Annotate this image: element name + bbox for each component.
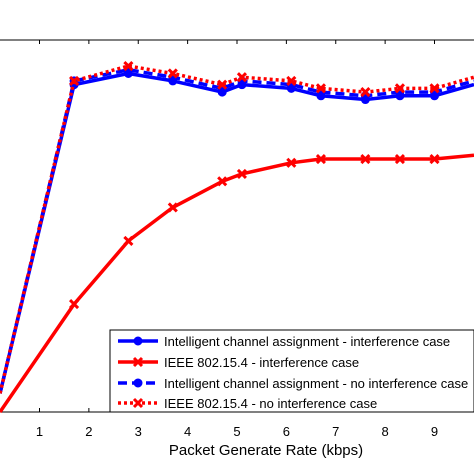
series-4 <box>0 60 474 394</box>
x-tick-label: 6 <box>283 424 290 439</box>
data-point <box>429 83 440 94</box>
legend-label: Intelligent channel assignment - no inte… <box>164 376 468 391</box>
data-point <box>429 153 440 165</box>
legend-label: Intelligent channel assignment - interfe… <box>164 334 450 349</box>
x-tick-label: 7 <box>332 424 339 439</box>
legend-entry: IEEE 802.15.4 - no interference case <box>118 396 377 411</box>
data-point <box>236 72 247 83</box>
x-tick-label: 3 <box>135 424 142 439</box>
series-line <box>0 68 474 394</box>
legend-entry: IEEE 802.15.4 - interference case <box>118 355 359 370</box>
data-point <box>132 356 144 368</box>
data-point <box>360 153 371 165</box>
legend-label: IEEE 802.15.4 - no interference case <box>164 396 377 411</box>
series-2 <box>0 153 474 413</box>
x-tick-label: 1 <box>36 424 43 439</box>
data-point <box>69 75 80 86</box>
data-point <box>217 176 228 187</box>
data-point <box>167 68 178 79</box>
series-line <box>0 153 474 413</box>
legend-box <box>109 329 474 413</box>
data-point <box>123 60 134 72</box>
data-point <box>69 299 80 310</box>
data-point <box>286 75 297 86</box>
series-group <box>0 60 474 413</box>
data-point <box>123 235 134 246</box>
data-point <box>394 83 405 94</box>
data-point <box>394 153 405 165</box>
data-point <box>133 336 143 346</box>
x-tick-label: 8 <box>382 424 389 439</box>
data-point <box>167 202 178 213</box>
legend-entry: Intelligent channel assignment - interfe… <box>118 334 450 349</box>
x-tick-label: 2 <box>85 424 92 439</box>
data-point <box>360 87 371 98</box>
legend-label: IEEE 802.15.4 - interference case <box>164 355 359 370</box>
data-point <box>132 397 144 409</box>
data-point <box>315 83 326 94</box>
x-tick-label: 5 <box>233 424 240 439</box>
data-point <box>133 378 143 388</box>
x-tick-label: 4 <box>184 424 191 439</box>
series-line <box>0 64 474 394</box>
x-axis-label: Packet Generate Rate (kbps) <box>169 442 363 459</box>
data-point <box>236 168 247 179</box>
x-tick-label: 9 <box>431 424 438 439</box>
data-point <box>217 79 228 90</box>
legend: Intelligent channel assignment - interfe… <box>109 329 474 413</box>
series-line <box>0 71 474 394</box>
legend-entry: Intelligent channel assignment - no inte… <box>118 376 468 391</box>
data-point <box>315 153 326 165</box>
data-point <box>286 157 297 168</box>
